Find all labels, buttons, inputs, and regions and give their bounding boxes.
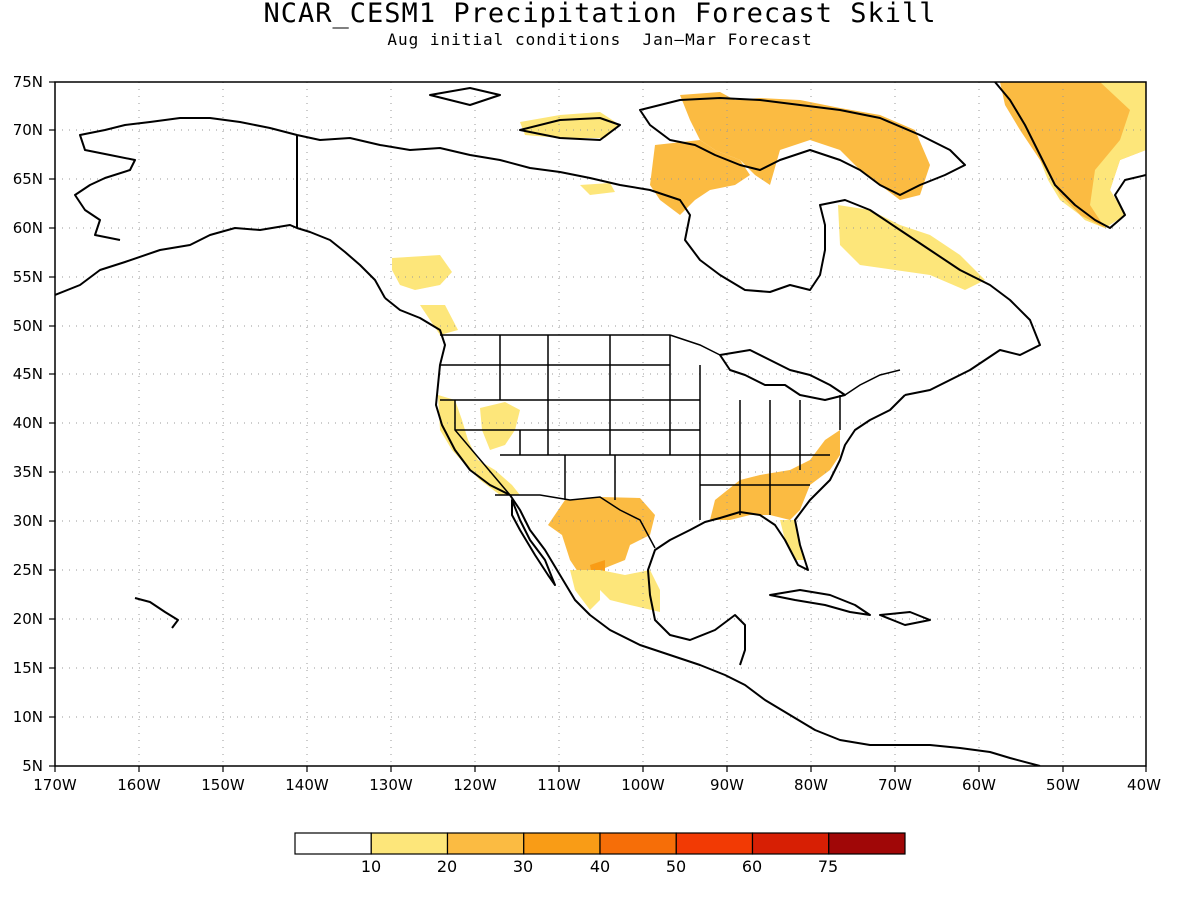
- colorbar-label: 60: [742, 857, 762, 876]
- coast-cuba: [769, 589, 871, 616]
- skill-region-texas: [548, 497, 655, 575]
- coast-great-lakes: [719, 349, 846, 401]
- coast-hispaniola: [879, 611, 931, 626]
- colorbar-swatch: [751, 832, 830, 855]
- map-title: NCAR_CESM1 Precipitation Forecast Skill: [263, 0, 937, 29]
- skill-region-greenland-east: [1090, 82, 1146, 228]
- lon-tick-label: 50W: [1046, 776, 1080, 794]
- skill-region-california: [438, 395, 520, 495]
- skill-region-labrador: [838, 205, 985, 290]
- lat-tick-label: 20N: [13, 610, 43, 628]
- lat-tick-label: 70N: [13, 121, 43, 139]
- coast-arctic-islands: [429, 87, 966, 196]
- lon-tick-labels: 170W 160W 150W 140W 130W 120W 110W 100W …: [33, 776, 1161, 794]
- colorbar-label: 10: [361, 857, 381, 876]
- lat-tick-label: 25N: [13, 561, 43, 579]
- lon-tick-label: 80W: [794, 776, 828, 794]
- coast-hawaii: [134, 597, 179, 629]
- lat-tick-label: 50N: [13, 317, 43, 335]
- lon-tick-label: 60W: [962, 776, 996, 794]
- lat-tick-label: 35N: [13, 463, 43, 481]
- skill-region-southeast: [710, 430, 840, 520]
- skill-region-bc: [392, 255, 452, 290]
- colorbar-swatches: [294, 832, 906, 855]
- lat-tick-label: 45N: [13, 365, 43, 383]
- lon-tick-label: 40W: [1127, 776, 1161, 794]
- lat-tick-labels: 5N 10N 15N 20N 25N 30N 35N 40N 45N 50N 5…: [13, 73, 43, 775]
- lon-tick-label: 90W: [710, 776, 744, 794]
- lon-tick-label: 140W: [285, 776, 329, 794]
- map-frame: [54, 81, 1147, 767]
- lat-tick-label: 40N: [13, 414, 43, 432]
- lon-tick-label: 120W: [453, 776, 497, 794]
- colorbar-swatch: [828, 832, 906, 855]
- colorbar: 10 20 30 40 50 60 75: [294, 832, 906, 876]
- skill-region-bc-coast: [420, 305, 458, 335]
- colorbar-swatch: [370, 832, 449, 855]
- lat-tick-label: 30N: [13, 512, 43, 530]
- colorbar-labels: 10 20 30 40 50 60 75: [361, 857, 838, 876]
- map-subtitle: Aug initial conditions Jan–Mar Forecast: [387, 30, 813, 49]
- lon-tick-label: 170W: [33, 776, 77, 794]
- colorbar-swatch: [599, 832, 677, 855]
- lat-tick-label: 60N: [13, 219, 43, 237]
- lat-tick-label: 75N: [13, 73, 43, 91]
- skill-region-hudson-north: [580, 183, 615, 195]
- lon-tick-label: 110W: [537, 776, 581, 794]
- coast-baja: [511, 499, 556, 586]
- colorbar-swatch: [446, 832, 525, 855]
- colorbar-swatch: [675, 832, 754, 855]
- lat-tick-label: 15N: [13, 659, 43, 677]
- lon-tick-marks: [54, 766, 1147, 772]
- lat-tick-label: 55N: [13, 268, 43, 286]
- political-borders: [440, 334, 901, 549]
- skill-region-nevada: [480, 402, 520, 450]
- coast-gulf: [647, 394, 906, 666]
- skill-region-arctic-islands: [680, 92, 930, 200]
- lat-tick-label: 5N: [22, 757, 43, 775]
- coast-alaska: [55, 117, 386, 299]
- coast-greenland: [994, 82, 1146, 229]
- colorbar-label: 40: [590, 857, 610, 876]
- lon-tick-label: 70W: [878, 776, 912, 794]
- coast-pacific: [384, 297, 1041, 766]
- lat-tick-label: 10N: [13, 708, 43, 726]
- skill-region-arctic-west: [520, 112, 620, 138]
- lon-tick-label: 150W: [201, 776, 245, 794]
- skill-shading: [392, 82, 1146, 612]
- colorbar-swatch: [523, 832, 601, 855]
- skill-region-mexico: [600, 570, 660, 612]
- coast-canada-north: [296, 134, 1041, 396]
- colorbar-label: 30: [513, 857, 533, 876]
- lon-tick-label: 160W: [117, 776, 161, 794]
- skill-region-florida: [780, 520, 805, 560]
- colorbar-label: 75: [818, 857, 838, 876]
- colorbar-swatch: [294, 832, 372, 855]
- skill-region-mexico-south: [570, 570, 600, 610]
- colorbar-label: 50: [666, 857, 686, 876]
- lat-tick-marks: [49, 81, 55, 767]
- colorbar-label: 20: [437, 857, 457, 876]
- lat-tick-label: 65N: [13, 170, 43, 188]
- lon-tick-label: 100W: [621, 776, 665, 794]
- lon-tick-label: 130W: [369, 776, 413, 794]
